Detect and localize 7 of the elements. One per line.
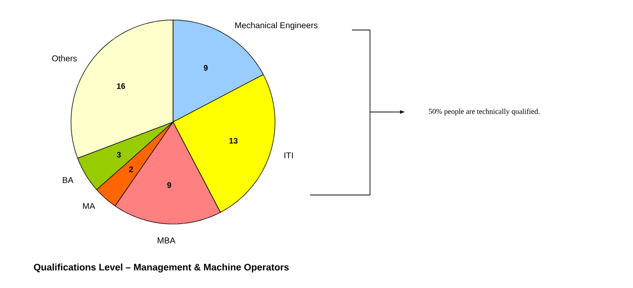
slice-label: BA bbox=[62, 177, 74, 183]
slice-label: ITI bbox=[284, 152, 293, 158]
slice-label: MA bbox=[83, 203, 96, 209]
slice-label: Others bbox=[52, 55, 77, 62]
slice-label: Mechanical Engineers bbox=[235, 22, 318, 30]
slice-label: MBA bbox=[158, 238, 176, 244]
text: Qualifications Level – Management & Machine Operators bbox=[34, 264, 289, 272]
